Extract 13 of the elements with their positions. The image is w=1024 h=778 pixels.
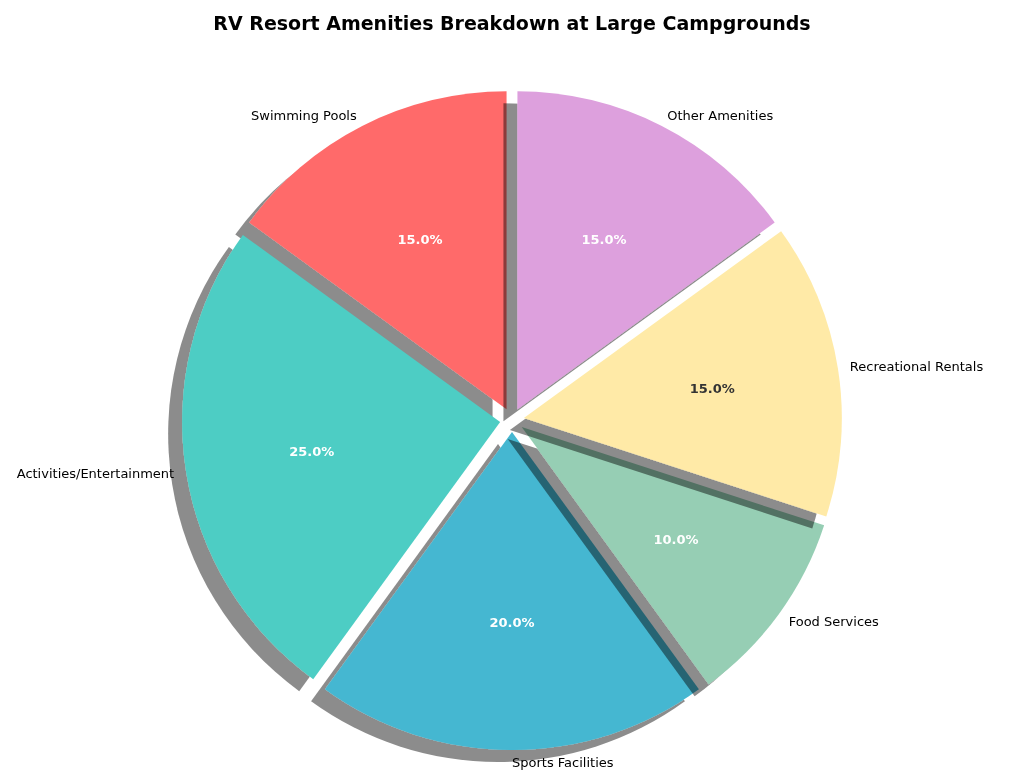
slice-label: Swimming Pools: [251, 107, 357, 123]
slice-label: Food Services: [788, 613, 880, 629]
data-label: 10.0%: [653, 531, 699, 547]
data-label: 15.0%: [397, 231, 443, 247]
slice-label: Activities/Entertainment: [16, 466, 175, 481]
data-label: 15.0%: [689, 380, 735, 396]
slice-label: Recreational Rentals: [849, 359, 984, 374]
slice-label: Sports Facilities: [512, 754, 614, 770]
chart-title: RV Resort Amenities Breakdown at Large Campgrounds: [213, 11, 811, 34]
data-label: 15.0%: [581, 231, 627, 247]
data-label: 20.0%: [489, 615, 535, 631]
slice-label: Other Amenities: [667, 107, 774, 123]
data-label: 25.0%: [289, 444, 335, 460]
